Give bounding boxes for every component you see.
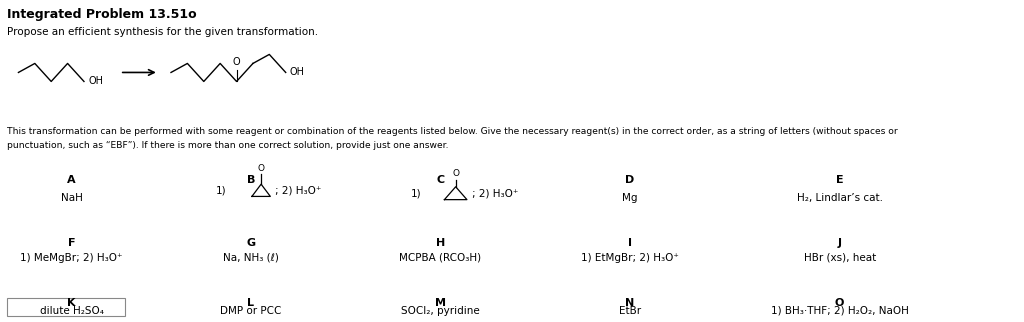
Text: J: J <box>838 238 842 248</box>
Text: N: N <box>625 298 635 308</box>
Text: K: K <box>68 298 76 308</box>
Text: 1): 1) <box>216 185 226 195</box>
Text: DMP or PCC: DMP or PCC <box>220 306 282 316</box>
Text: L: L <box>248 298 254 308</box>
Text: 1) EtMgBr; 2) H₃O⁺: 1) EtMgBr; 2) H₃O⁺ <box>581 253 679 263</box>
Text: O: O <box>232 57 241 67</box>
Text: F: F <box>68 238 76 248</box>
Text: O: O <box>453 169 459 178</box>
Text: H₂, Lindlar’s cat.: H₂, Lindlar’s cat. <box>797 193 883 203</box>
Text: D: D <box>625 175 635 185</box>
Text: Na, NH₃ (ℓ): Na, NH₃ (ℓ) <box>223 253 279 263</box>
Text: ; 2) H₃O⁺: ; 2) H₃O⁺ <box>275 185 322 195</box>
Text: 1) MeMgBr; 2) H₃O⁺: 1) MeMgBr; 2) H₃O⁺ <box>20 253 123 263</box>
Text: H: H <box>435 238 445 248</box>
Text: B: B <box>247 175 255 185</box>
Text: OH: OH <box>290 67 305 78</box>
Text: punctuation, such as “EBF”). If there is more than one correct solution, provide: punctuation, such as “EBF”). If there is… <box>7 141 449 150</box>
Text: dilute H₂SO₄: dilute H₂SO₄ <box>40 306 103 316</box>
Text: A: A <box>68 175 76 185</box>
Text: HBr (xs), heat: HBr (xs), heat <box>804 253 876 263</box>
FancyBboxPatch shape <box>7 298 125 316</box>
Text: 1) BH₃·THF; 2) H₂O₂, NaOH: 1) BH₃·THF; 2) H₂O₂, NaOH <box>771 306 908 316</box>
Text: Integrated Problem 13.51o: Integrated Problem 13.51o <box>7 8 197 21</box>
Text: G: G <box>247 238 255 248</box>
Text: ; 2) H₃O⁺: ; 2) H₃O⁺ <box>472 188 518 198</box>
Text: This transformation can be performed with some reagent or combination of the rea: This transformation can be performed wit… <box>7 127 898 136</box>
Text: NaH: NaH <box>60 193 83 203</box>
Text: SOCl₂, pyridine: SOCl₂, pyridine <box>401 306 479 316</box>
Text: M: M <box>435 298 445 308</box>
Text: Mg: Mg <box>622 193 638 203</box>
Text: C: C <box>436 175 444 185</box>
Text: E: E <box>836 175 844 185</box>
Text: O: O <box>258 164 264 173</box>
Text: EtBr: EtBr <box>618 306 641 316</box>
Text: Propose an efficient synthesis for the given transformation.: Propose an efficient synthesis for the g… <box>7 27 318 37</box>
Text: I: I <box>628 238 632 248</box>
Text: O: O <box>835 298 845 308</box>
Text: 1): 1) <box>412 188 422 198</box>
Text: OH: OH <box>88 76 103 87</box>
Text: MCPBA (RCO₃H): MCPBA (RCO₃H) <box>399 253 481 263</box>
